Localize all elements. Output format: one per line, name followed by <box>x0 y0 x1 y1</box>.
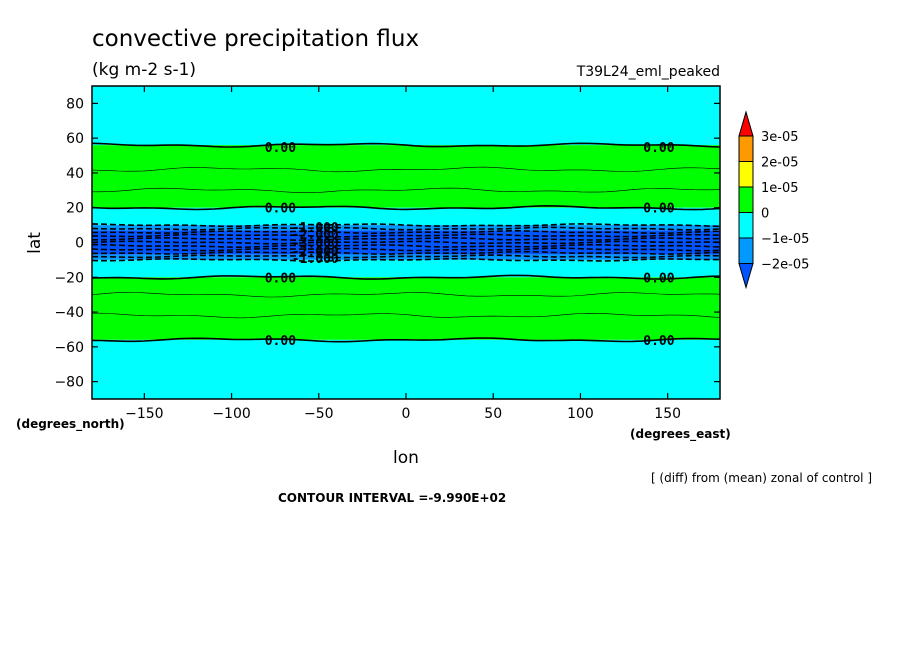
x-tick-label-2: −50 <box>304 406 334 422</box>
contour-labels: 0.00 0.000.00 0.000.00 0.000.00 0.00-1.000-2… <box>265 141 675 349</box>
contour-label-1: 0.00 <box>643 141 674 156</box>
colorbar-label-4: −1e-05 <box>761 232 809 247</box>
band-8 <box>92 339 720 399</box>
band-7 <box>92 277 720 340</box>
band-3 <box>92 225 720 231</box>
y-tick-label-7: −60 <box>54 340 84 356</box>
contour-negative-0 <box>91 223 721 228</box>
run-label: T39L24_eml_peaked <box>576 64 720 80</box>
contour-thin-0 <box>91 166 721 173</box>
x-tick-label-0: −150 <box>125 406 163 422</box>
y-axis-ticks: 80 60 40 20 0 −20 −40 −60 −80 <box>54 96 720 391</box>
chart-title: convective precipitation flux <box>92 26 419 52</box>
contour-thin-2 <box>91 292 721 298</box>
contour-zero-3 <box>91 337 721 343</box>
colorbar-arrow-bottom <box>738 263 754 290</box>
contour-zero-1 <box>91 204 721 211</box>
contour-negative-4 <box>92 236 721 242</box>
contour-label-12: -1.000 <box>292 252 339 267</box>
field-bands <box>92 86 720 399</box>
band-1 <box>92 145 720 208</box>
contour-zero-2 <box>91 274 721 280</box>
x-tick-label-6: 150 <box>654 406 681 422</box>
contour-negative-10 <box>91 257 720 262</box>
y-tick-label-3: 20 <box>66 201 84 217</box>
colorbar-seg-3 <box>738 186 754 213</box>
contour-label-5: 0.00 <box>643 271 674 286</box>
contour-label-9: -2.000 <box>292 228 339 243</box>
contour-negative-3 <box>91 233 721 238</box>
contour-negative-7 <box>91 247 721 252</box>
contour-label-0: 0.00 <box>265 141 296 156</box>
contour-negative-9 <box>92 254 721 259</box>
contour-negative-6 <box>92 243 721 249</box>
y-tick-label-5: −20 <box>54 270 84 286</box>
y-tick-label-4: 0 <box>75 236 84 252</box>
contour-label-10: -3.000 <box>292 237 339 252</box>
contour-label-11: -2.000 <box>292 245 339 260</box>
x-tick-label-3: 0 <box>402 406 411 422</box>
contour-label-3: 0.00 <box>643 202 674 217</box>
contour-label-2: 0.00 <box>265 202 296 217</box>
colorbar-seg-5 <box>738 237 754 264</box>
contour-label-6: 0.00 <box>265 334 296 349</box>
band-6 <box>92 259 720 278</box>
contour-label-7: 0.00 <box>643 334 674 349</box>
contour-negative-5 <box>91 240 721 245</box>
colorbar-seg-1 <box>738 135 754 162</box>
y-tick-label-8: −80 <box>54 375 84 391</box>
colorbar-label-0: 3e-05 <box>761 130 799 145</box>
band-5 <box>92 254 720 260</box>
colorbar-label-1: 2e-05 <box>761 156 799 171</box>
contour-negative-1 <box>91 226 721 231</box>
colorbar-label-2: 1e-05 <box>761 181 799 196</box>
y-axis-units: (degrees_north) <box>16 417 125 432</box>
x-tick-label-5: 100 <box>567 406 594 422</box>
colorbar-seg-4 <box>738 212 754 239</box>
contour-negative-8 <box>92 250 721 255</box>
x-tick-label-4: 50 <box>484 406 502 422</box>
y-tick-label-0: 80 <box>66 96 84 112</box>
contour-label-4: 0.00 <box>265 271 296 286</box>
contour-lines <box>91 142 721 343</box>
contour-negative-2 <box>91 230 721 235</box>
band-0 <box>92 86 720 146</box>
colorbar-arrow-top <box>738 110 754 137</box>
band-2 <box>92 207 720 226</box>
y-tick-label-2: 40 <box>66 166 84 182</box>
colorbar-seg-2 <box>738 161 754 188</box>
x-axis-title: lon <box>393 448 419 468</box>
contour-zero-0 <box>91 142 721 148</box>
x-axis-units: (degrees_east) <box>630 427 731 442</box>
colorbar-label-5: −2e-05 <box>761 258 809 273</box>
contour-thin-1 <box>92 187 721 193</box>
colorbar-label-3: 0 <box>761 207 769 222</box>
y-tick-label-6: −40 <box>54 305 84 321</box>
contour-label-8: -1.000 <box>292 221 339 236</box>
y-tick-label-1: 60 <box>66 131 84 147</box>
y-axis-title: lat <box>25 232 45 254</box>
contour-thin-3 <box>92 312 721 319</box>
footnote: [ (diff) from (mean) zonal of control ] <box>651 471 872 485</box>
colorbar: 3e-05 2e-05 1e-05 0 −1e-05 −2e-05 <box>738 110 809 290</box>
x-tick-label-1: −100 <box>212 406 250 422</box>
chart-subtitle: (kg m-2 s-1) <box>92 60 196 80</box>
x-axis-ticks: −150 −100 −50 0 50 100 150 <box>125 86 681 422</box>
contour-interval: CONTOUR INTERVAL =-9.990E+02 <box>278 491 506 505</box>
